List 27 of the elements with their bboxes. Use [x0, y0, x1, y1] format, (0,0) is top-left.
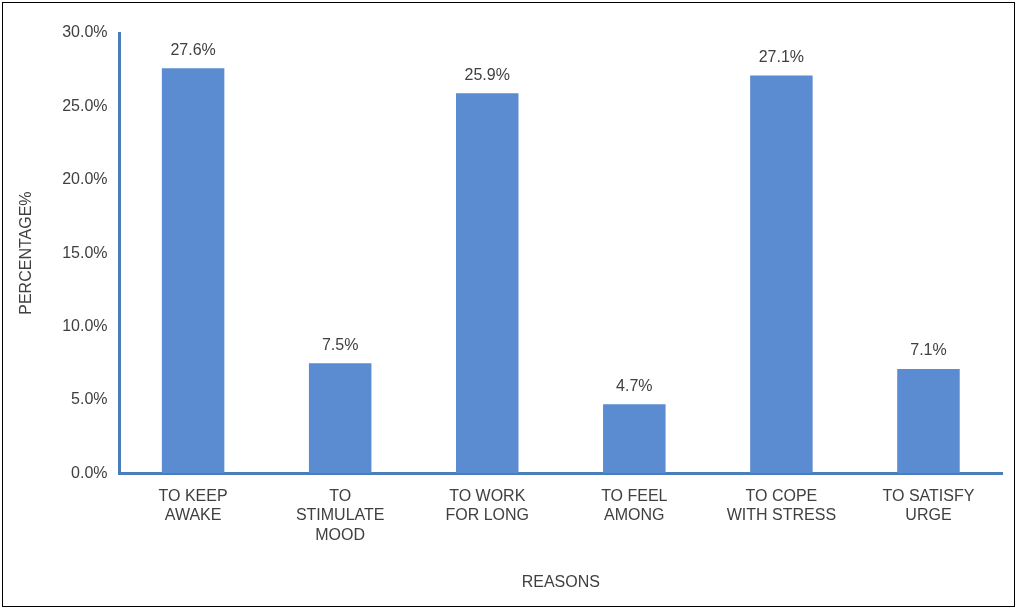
y-tick-label: 0.0% [71, 463, 108, 481]
y-tick-label: 20.0% [62, 170, 108, 188]
data-label: 27.1% [758, 47, 805, 65]
y-tick-label: 25.0% [62, 96, 108, 114]
y-axis-title: PERCENTAGE% [17, 191, 35, 315]
x-tick-label: TO KEEP AWAKE [158, 487, 228, 524]
x-tick-label: TO SATISFY URGE [882, 487, 975, 524]
bar [456, 93, 519, 474]
y-tick-label: 10.0% [62, 316, 108, 334]
data-label: 7.1% [910, 341, 947, 359]
bar [897, 369, 960, 474]
data-label: 4.7% [616, 376, 653, 394]
data-label: 25.9% [464, 65, 510, 83]
data-label: 27.6% [170, 40, 216, 58]
x-tick-label: TO COPE WITH STRESS [726, 487, 837, 524]
y-tick-label: 5.0% [71, 390, 108, 408]
bar [308, 363, 372, 474]
bar [161, 68, 225, 474]
x-tick-label: TO WORK FOR LONG [445, 487, 530, 524]
y-tick-label: 30.0% [62, 23, 108, 41]
bar [603, 404, 666, 474]
x-tick-label: TO STIMULATE MOOD [295, 487, 385, 543]
data-label: 7.5% [321, 335, 359, 353]
x-axis-title: REASONS [521, 572, 600, 590]
bar [750, 75, 813, 474]
y-tick-label: 15.0% [62, 243, 108, 261]
x-tick-label: TO FEEL AMONG [601, 487, 668, 524]
